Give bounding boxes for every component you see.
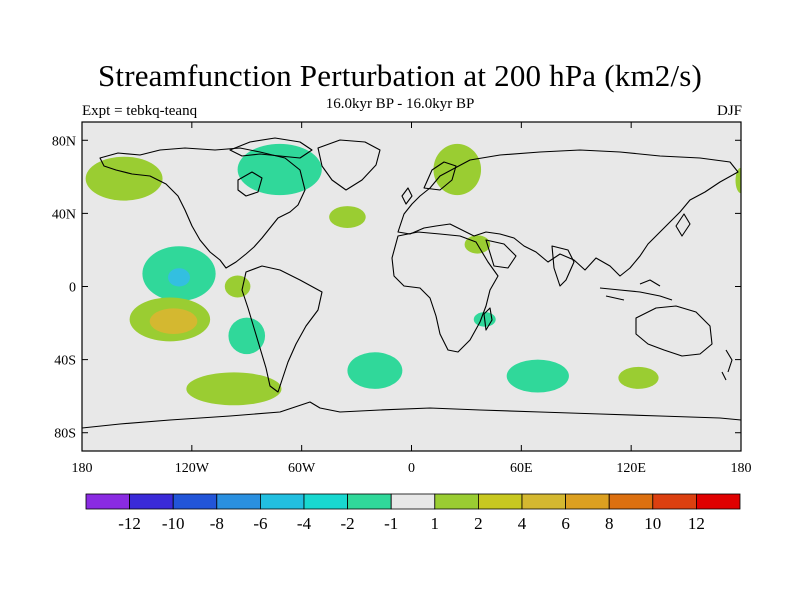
colorbar-swatch xyxy=(696,493,741,510)
lon-tick-label: 60W xyxy=(288,461,316,476)
coastline-india xyxy=(551,245,575,287)
colorbar-swatch xyxy=(303,493,348,510)
colorbar-label: 6 xyxy=(561,514,570,533)
coastline-arctic-islands xyxy=(229,137,313,159)
coastline-africa xyxy=(391,231,499,353)
colorbar: -12 -10 -8 -6 -4 -2 -1 1 2 4 6 8 10 12 xyxy=(85,493,741,533)
coastline-scandinavia xyxy=(423,161,457,191)
coastline-japan xyxy=(675,213,691,237)
colorbar-swatch xyxy=(172,493,218,510)
anomaly-region-16 xyxy=(618,366,659,389)
coastline-eurasia xyxy=(397,149,739,277)
lon-tick-label: 60E xyxy=(510,461,533,476)
colorbar-swatch xyxy=(521,493,566,510)
colorbar-swatch xyxy=(477,493,523,510)
chart-title: Streamfunction Perturbation at 200 hPa (… xyxy=(97,58,703,93)
colorbar-label: -4 xyxy=(297,514,312,533)
coastline-layer xyxy=(82,137,741,429)
anomaly-region-1 xyxy=(85,156,163,201)
lat-tick-label: 80N xyxy=(52,134,76,149)
anomaly-region-5 xyxy=(329,206,366,229)
colorbar-swatch xyxy=(390,493,436,510)
anomaly-region-8 xyxy=(168,268,191,287)
lon-tick-label: 180 xyxy=(731,461,752,476)
coastline-north-america xyxy=(99,147,306,269)
colorbar-swatch xyxy=(259,493,305,510)
anomaly-region-9 xyxy=(224,275,251,298)
anomaly-region-2 xyxy=(237,143,322,196)
anomaly-region-17 xyxy=(186,372,282,406)
lat-tick-label: 80S xyxy=(54,427,76,442)
coastline-antarctica xyxy=(82,401,741,429)
coastline-arabia xyxy=(485,239,517,269)
colorbar-swatch xyxy=(434,493,479,510)
anomaly-region-11 xyxy=(149,308,198,335)
coastline-madagascar xyxy=(483,307,493,331)
experiment-label: Expt = tebkq-teanq xyxy=(82,103,198,119)
coastline-new-zealand xyxy=(721,349,733,381)
chart-subtitle: 16.0kyr BP - 16.0kyr BP xyxy=(325,96,475,112)
colorbar-label: 4 xyxy=(518,514,527,533)
coastline-indonesia xyxy=(599,279,673,301)
lat-tick-label: 0 xyxy=(69,281,76,296)
lon-tick-label: 120W xyxy=(175,461,210,476)
colorbar-label: -10 xyxy=(162,514,185,533)
anomaly-region-3 xyxy=(433,143,482,196)
coastline-hudson-bay xyxy=(237,171,263,197)
colorbar-label: -8 xyxy=(210,514,224,533)
anomaly-region-14 xyxy=(347,352,403,389)
colorbar-label: 8 xyxy=(605,514,614,533)
colorbar-swatch xyxy=(347,493,392,510)
anomaly-region-4 xyxy=(735,167,741,194)
lon-tick-label: 180 xyxy=(72,461,93,476)
colorbar-label: 2 xyxy=(474,514,483,533)
lon-tick-label: 0 xyxy=(408,461,415,476)
lon-tick-label: 120E xyxy=(616,461,646,476)
colorbar-swatch xyxy=(652,493,697,510)
colorbar-swatch xyxy=(608,493,654,510)
lat-tick-label: 40S xyxy=(54,354,76,369)
coastline-greenland xyxy=(317,139,381,191)
anomaly-region-15 xyxy=(506,359,569,393)
colorbar-label: 1 xyxy=(431,514,440,533)
season-label: DJF xyxy=(716,103,742,119)
coastline-britain xyxy=(401,187,413,205)
colorbar-swatch xyxy=(565,493,610,510)
anomaly-region-12 xyxy=(228,317,266,355)
colorbar-label: 10 xyxy=(644,514,661,533)
colorbar-label: 12 xyxy=(688,514,705,533)
colorbar-swatch xyxy=(216,493,261,510)
lat-tick-label: 40N xyxy=(52,207,76,222)
colorbar-swatch xyxy=(85,493,130,510)
anomaly-layer xyxy=(85,143,741,406)
coastline-australia xyxy=(635,305,713,357)
map-axes: 180 120W 60W 0 60E 120E 180 80N 40N 0 40S 80S xyxy=(52,122,752,476)
colorbar-label: -6 xyxy=(253,514,267,533)
colorbar-label: -12 xyxy=(118,514,141,533)
colorbar-swatch xyxy=(129,493,174,510)
colorbar-label: -1 xyxy=(384,514,398,533)
colorbar-label: -2 xyxy=(341,514,355,533)
coastline-south-america xyxy=(241,265,323,393)
